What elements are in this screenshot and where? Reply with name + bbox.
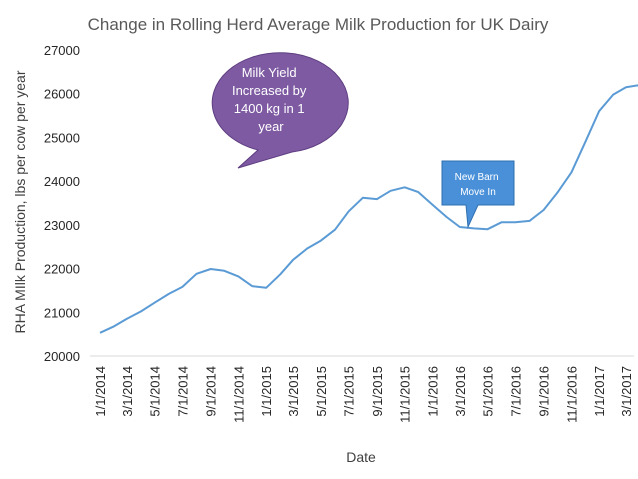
x-tick-label: 1/1/2014 [93, 366, 108, 417]
y-tick-label: 23000 [44, 218, 80, 233]
x-tick-label: 7/1/2014 [175, 366, 190, 417]
milk-yield-callout-line-1: Milk Yield [242, 65, 297, 80]
x-tick-label: 9/1/2014 [204, 366, 219, 417]
milk-yield-callout-line-2: Increased by [232, 83, 307, 98]
x-tick-label: 11/1/2014 [231, 366, 246, 423]
y-tick-label: 25000 [44, 130, 80, 145]
x-tick-label: 1/1/2015 [259, 366, 274, 417]
x-axis-label: Date [346, 449, 376, 465]
x-tick-label: 1/1/2017 [592, 366, 607, 417]
x-tick-label: 5/1/2015 [314, 366, 329, 417]
y-tick-label: 24000 [44, 174, 80, 189]
x-tick-label: 11/1/2015 [398, 366, 413, 423]
series-line-milk-production [99, 84, 638, 334]
y-tick-label: 26000 [44, 87, 80, 102]
x-tick-label: 3/1/2016 [453, 366, 468, 417]
x-tick-label: 11/1/2016 [564, 366, 579, 423]
x-tick-label: 3/1/2017 [619, 366, 634, 417]
milk-yield-callout-line-3: 1400 kg in 1 [234, 101, 305, 116]
y-axis-ticks: 20000 21000 22000 23000 24000 25000 26000 27000 [44, 43, 80, 364]
x-axis-ticks: 1/1/2014 3/1/2014 5/1/2014 7/1/2014 9/1/2014… [93, 366, 634, 423]
chart-title: Change in Rolling Herd Average Milk Prod… [88, 15, 549, 34]
milk-yield-callout: Milk Yield Increased by 1400 kg in 1 yea… [211, 52, 349, 169]
x-tick-label: 9/1/2015 [370, 366, 385, 417]
new-barn-callout-line-1: New Barn [455, 172, 499, 183]
x-tick-label: 5/1/2014 [148, 366, 163, 417]
new-barn-callout-line-2: Move In [460, 187, 496, 198]
speech-bubble-shape [211, 52, 349, 169]
x-tick-label: 7/1/2016 [508, 366, 523, 417]
svg-text:Milk Yield Increased by: Milk Yield Increased by 1400 kg in 1 yea… [232, 65, 310, 134]
rectangular-callout-shape [441, 160, 515, 229]
x-tick-label: 5/1/2016 [481, 366, 496, 417]
milk-yield-callout-line-4: year [258, 119, 284, 134]
x-tick-label: 7/1/2015 [342, 366, 357, 417]
x-tick-label: 9/1/2016 [537, 366, 552, 417]
x-tick-label: 3/1/2015 [286, 366, 301, 417]
new-barn-callout: New Barn Move In [441, 160, 515, 229]
y-tick-label: 21000 [44, 305, 80, 320]
y-tick-label: 22000 [44, 262, 80, 277]
y-tick-label: 20000 [44, 349, 80, 364]
y-tick-label: 27000 [44, 43, 80, 58]
x-tick-label: 1/1/2016 [425, 366, 440, 417]
x-tick-label: 3/1/2014 [120, 366, 135, 417]
y-axis-label: RHA MIlk Production, lbs per cow per yea… [12, 70, 28, 333]
svg-text:New Barn Move In: New Barn Move In [455, 172, 502, 198]
